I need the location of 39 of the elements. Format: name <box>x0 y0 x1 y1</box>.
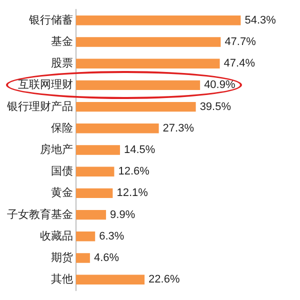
data-label: 39.5% <box>200 100 232 113</box>
y-tick-label: 保险 <box>51 122 73 134</box>
y-tick-label: 互联网理财 <box>18 78 73 92</box>
y-tick-label: 收藏品 <box>40 229 73 242</box>
data-label: 4.6% <box>94 252 120 264</box>
data-label: 54.3% <box>244 14 276 26</box>
bar <box>76 145 120 155</box>
y-tick-label: 房地产 <box>40 143 73 156</box>
data-label: 14.5% <box>124 144 156 156</box>
data-label: 22.6% <box>148 274 180 286</box>
bar <box>76 188 113 198</box>
y-tick-label: 银行理财产品 <box>6 100 73 113</box>
data-label: 9.9% <box>110 208 136 221</box>
y-tick-label: 期货 <box>51 252 73 264</box>
data-label: 6.3% <box>99 230 124 242</box>
bar <box>76 102 196 112</box>
bar <box>76 210 106 220</box>
data-label: 40.9% <box>204 79 236 92</box>
bar <box>76 232 96 242</box>
y-tick-label: 子女教育基金 <box>7 208 73 221</box>
bar <box>76 253 90 263</box>
bar <box>76 124 159 134</box>
bar <box>76 16 241 26</box>
data-label: 12.1% <box>116 187 148 200</box>
y-tick-label: 银行储蓄 <box>28 13 73 26</box>
bar <box>76 274 145 284</box>
data-label: 47.4% <box>224 58 256 70</box>
y-tick-label: 股票 <box>51 58 73 70</box>
bar <box>76 80 200 90</box>
y-tick-label: 国债 <box>51 166 73 178</box>
data-label: 27.3% <box>162 122 194 134</box>
data-label: 47.7% <box>224 36 256 48</box>
y-tick-label: 其他 <box>51 272 73 286</box>
bar <box>76 166 114 176</box>
y-tick-label: 基金 <box>51 35 73 48</box>
bar <box>76 58 220 68</box>
y-tick-label: 黄金 <box>51 186 73 200</box>
bar <box>76 37 221 47</box>
data-label: 12.6% <box>118 166 150 178</box>
